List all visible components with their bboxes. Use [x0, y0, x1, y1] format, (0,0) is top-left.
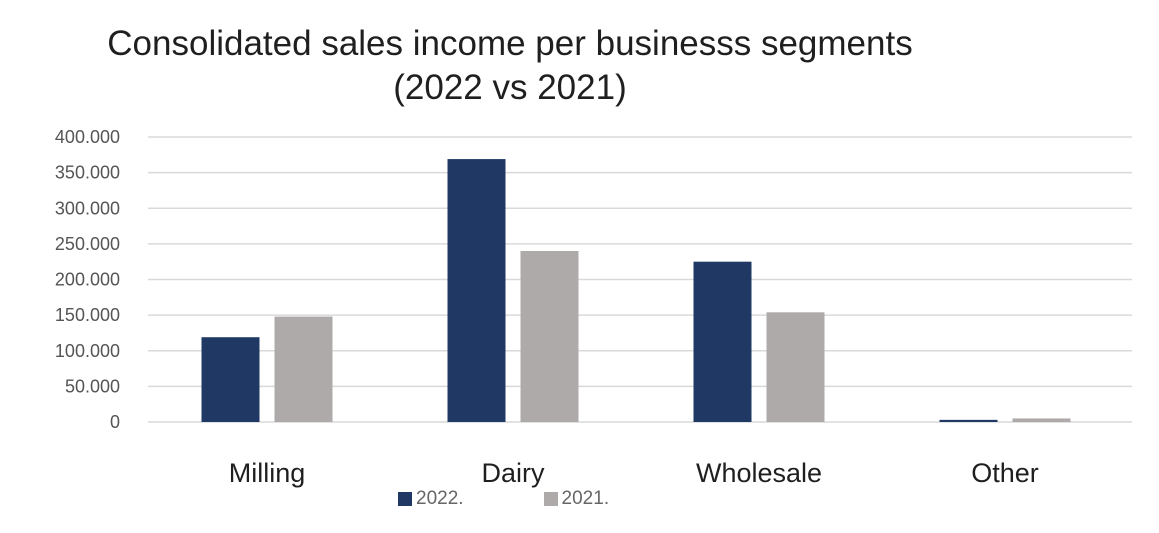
legend-label-2021: 2021.: [562, 488, 610, 510]
y-tick-label-8: 400.000: [55, 127, 120, 147]
y-tick-label-6: 300.000: [55, 198, 120, 218]
legend-swatch-2022: [398, 492, 412, 506]
legend-swatch-2021: [544, 492, 558, 506]
legend-item-2021: 2021.: [544, 488, 610, 510]
y-tick-label-1: 50.000: [65, 376, 120, 396]
y-tick-label-2: 100.000: [55, 341, 120, 361]
bar-other-2022: [940, 420, 998, 422]
bar-dairy-2022: [448, 159, 506, 422]
bar-wholesale-2022: [694, 262, 752, 422]
bar-milling-2021: [275, 317, 333, 422]
x-category-label-other: Other: [971, 458, 1039, 488]
legend: 2022. 2021.: [398, 488, 689, 510]
bar-dairy-2021: [521, 251, 579, 422]
legend-item-2022: 2022.: [398, 488, 464, 510]
y-tick-label-4: 200.000: [55, 270, 120, 290]
bar-wholesale-2021: [767, 312, 825, 422]
bar-milling-2022: [202, 337, 260, 422]
x-category-label-dairy: Dairy: [481, 458, 545, 488]
y-tick-label-7: 350.000: [55, 163, 120, 183]
y-tick-label-0: 0: [110, 412, 120, 432]
x-category-label-milling: Milling: [229, 458, 306, 488]
legend-label-2022: 2022.: [416, 488, 464, 510]
bar-other-2021: [1013, 418, 1071, 422]
x-category-label-wholesale: Wholesale: [696, 458, 822, 488]
y-tick-label-3: 150.000: [55, 305, 120, 325]
y-tick-label-5: 250.000: [55, 234, 120, 254]
